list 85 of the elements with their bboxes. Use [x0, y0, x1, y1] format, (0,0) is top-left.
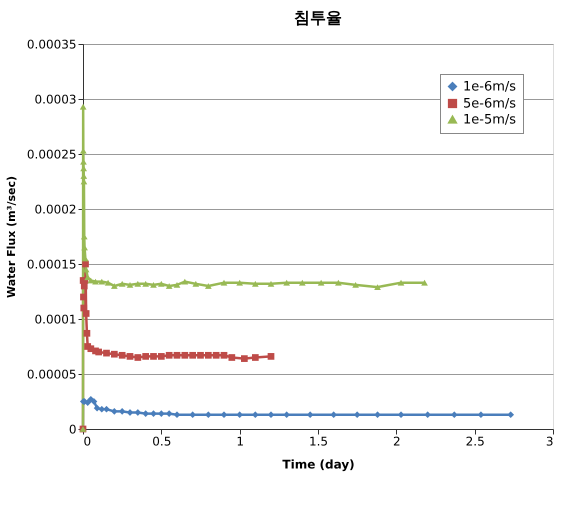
x-tick-label: 0.5	[152, 434, 172, 448]
point	[192, 280, 200, 287]
point	[126, 409, 134, 416]
point	[252, 280, 259, 287]
point	[134, 280, 142, 287]
point	[318, 280, 324, 286]
x-tick-label: 0	[84, 434, 92, 448]
point	[220, 352, 228, 359]
y-axis-title: Water Flux (m³/sec)	[4, 176, 18, 298]
point	[204, 352, 212, 359]
point	[110, 408, 118, 415]
point	[118, 408, 126, 415]
point	[94, 404, 100, 412]
point	[110, 283, 118, 289]
point	[335, 280, 342, 286]
point	[126, 353, 134, 360]
y-tick-label: 0.0003	[34, 92, 76, 106]
point	[142, 280, 150, 287]
point	[421, 280, 428, 286]
point	[104, 280, 112, 286]
y-tick-label: 0.0002	[34, 202, 76, 216]
point	[298, 280, 306, 286]
x-tick-label: 2	[393, 434, 401, 448]
point	[220, 280, 228, 286]
y-tick-label: 0.00005	[26, 368, 76, 382]
point	[98, 278, 106, 285]
point	[82, 260, 89, 268]
point	[87, 278, 94, 284]
point	[150, 410, 157, 417]
point	[174, 352, 180, 359]
point	[212, 352, 220, 359]
x-tick-label: 1	[236, 434, 244, 448]
point	[95, 348, 102, 356]
y-tick-label: 0.0001	[34, 312, 76, 326]
point	[204, 283, 212, 289]
point	[241, 355, 248, 362]
point	[252, 354, 259, 361]
point	[398, 280, 404, 286]
point	[374, 284, 381, 290]
point	[134, 354, 142, 361]
x-tick-label: 1.5	[308, 434, 328, 448]
x-tick-label: 2.5	[466, 434, 485, 448]
legend-label: 1e-6m/s	[463, 80, 516, 94]
point	[103, 406, 110, 413]
point	[283, 280, 290, 286]
point	[268, 280, 274, 287]
point	[150, 353, 157, 360]
point	[84, 330, 90, 337]
x-axis-title: Time (day)	[282, 458, 355, 472]
point	[166, 352, 173, 359]
x-tick-label: 3	[546, 434, 554, 448]
point	[174, 282, 180, 288]
point	[189, 352, 196, 359]
point	[268, 353, 274, 360]
point	[126, 282, 134, 288]
point	[166, 283, 173, 289]
y-tick-label: 0.00035	[26, 38, 76, 52]
point	[103, 350, 110, 356]
point	[181, 352, 188, 359]
point	[220, 411, 228, 418]
point	[158, 353, 165, 360]
point	[181, 278, 188, 285]
point	[174, 411, 180, 418]
y-tick-label: 0.00025	[26, 148, 76, 162]
y-tick-label: 0	[68, 422, 76, 436]
point	[236, 280, 244, 286]
legend-label: 5e-6m/s	[463, 96, 516, 112]
point	[166, 410, 173, 417]
point	[197, 352, 204, 359]
point	[92, 278, 99, 285]
point	[118, 352, 126, 359]
point	[268, 411, 274, 418]
point	[158, 280, 165, 287]
point	[228, 354, 236, 361]
chart-title: 침투율	[294, 8, 342, 27]
y-tick-label: 0.00015	[26, 258, 76, 272]
legend-label: 1e-5m/s	[463, 112, 516, 128]
point	[80, 104, 87, 110]
point	[82, 310, 90, 317]
point	[352, 282, 359, 288]
point	[110, 350, 118, 358]
point	[150, 282, 157, 288]
point	[142, 353, 150, 360]
point	[118, 280, 126, 287]
point	[90, 398, 98, 405]
